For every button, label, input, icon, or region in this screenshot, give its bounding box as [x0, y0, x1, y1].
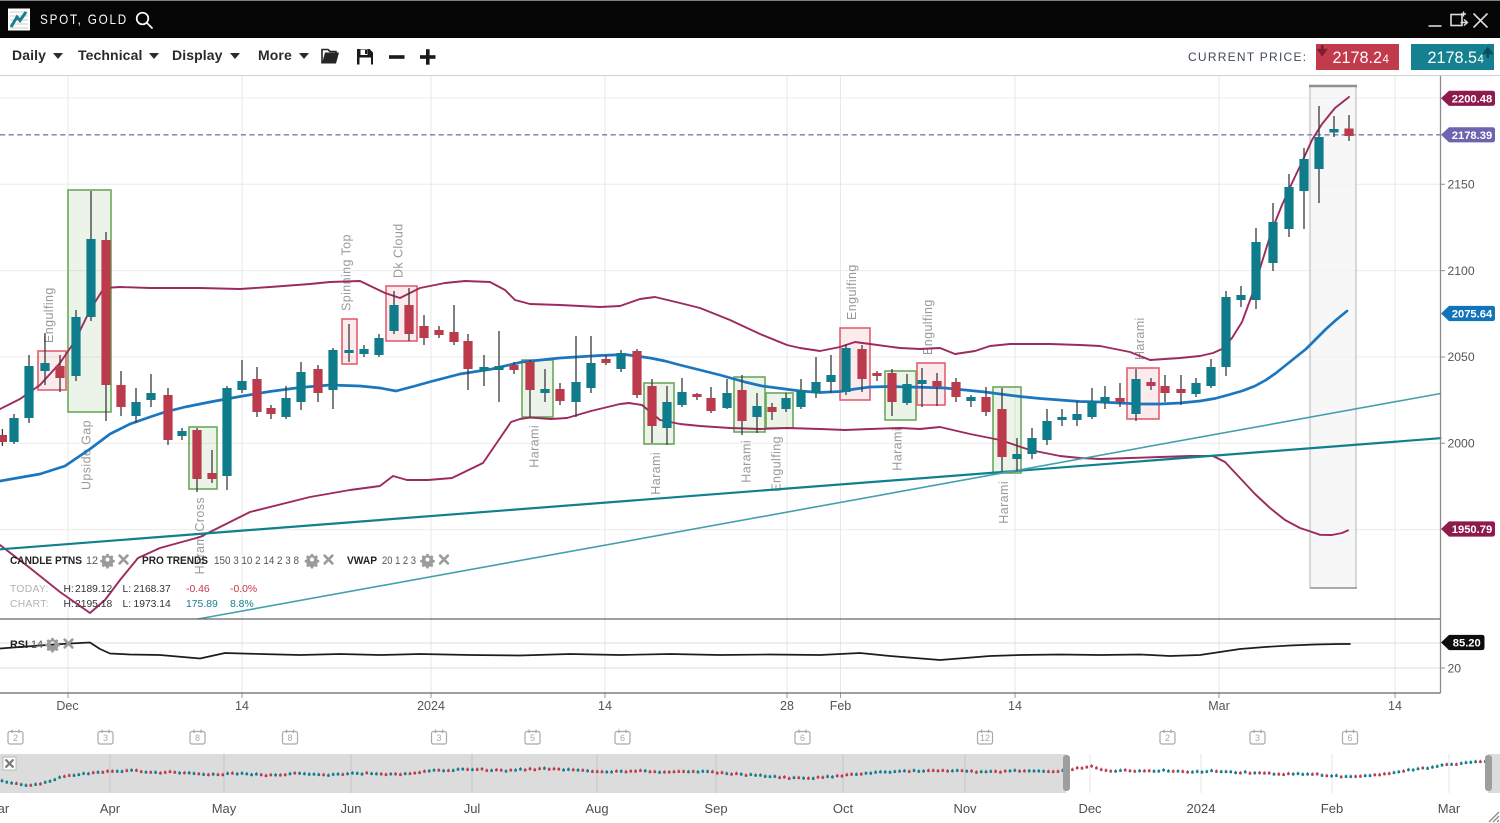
svg-text:Upside Gap: Upside Gap	[80, 420, 94, 490]
svg-text:2200.48: 2200.48	[1452, 93, 1492, 105]
svg-text:PRO TRENDS: PRO TRENDS	[142, 555, 208, 567]
svg-text:L:: L:	[123, 599, 132, 610]
svg-text:Mar: Mar	[0, 801, 10, 816]
svg-text:8: 8	[195, 733, 200, 743]
svg-text:14: 14	[31, 639, 43, 651]
svg-text:-0.0%: -0.0%	[230, 584, 257, 595]
svg-text:Harami: Harami	[528, 425, 542, 468]
svg-text:1973.14: 1973.14	[134, 599, 171, 610]
svg-text:2024: 2024	[1187, 801, 1216, 816]
svg-text:2000: 2000	[1448, 437, 1475, 451]
svg-text:Harami: Harami	[997, 481, 1011, 524]
svg-text:6: 6	[1347, 733, 1352, 743]
svg-text:6: 6	[620, 733, 625, 743]
svg-text:L:: L:	[123, 584, 132, 595]
svg-text:4: 4	[1478, 54, 1485, 66]
svg-text:8.8%: 8.8%	[230, 599, 254, 610]
svg-text:Apr: Apr	[100, 801, 121, 816]
svg-text:150 3 10 2 14 2 3 8: 150 3 10 2 14 2 3 8	[214, 555, 299, 567]
svg-text:8: 8	[287, 733, 292, 743]
svg-text:12: 12	[980, 733, 990, 743]
svg-text:H:: H:	[64, 599, 74, 610]
svg-text:Nov: Nov	[953, 801, 977, 816]
svg-text:Engulfing: Engulfing	[845, 264, 859, 320]
svg-text:85.20: 85.20	[1453, 638, 1481, 650]
svg-text:20: 20	[1448, 661, 1462, 675]
svg-text:2168.37: 2168.37	[134, 584, 171, 595]
svg-text:2178.5: 2178.5	[1427, 49, 1477, 67]
svg-text:20 1 2 3: 20 1 2 3	[382, 555, 416, 567]
svg-text:2050: 2050	[1448, 350, 1475, 364]
svg-text:Dec: Dec	[1078, 801, 1102, 816]
svg-text:SPOT, GOLD: SPOT, GOLD	[40, 12, 128, 27]
svg-text:Jul: Jul	[464, 801, 481, 816]
svg-text:CHART:: CHART:	[10, 599, 49, 610]
svg-text:Engulfing: Engulfing	[921, 299, 935, 355]
svg-text:175.89: 175.89	[186, 599, 218, 610]
svg-text:Feb: Feb	[1321, 801, 1343, 816]
svg-text:Harami: Harami	[740, 440, 754, 483]
svg-text:H:: H:	[64, 584, 74, 595]
svg-text:2195.18: 2195.18	[75, 599, 112, 610]
svg-text:Sep: Sep	[704, 801, 727, 816]
svg-text:2178.2: 2178.2	[1332, 49, 1382, 67]
svg-text:Engulfing: Engulfing	[42, 287, 56, 343]
svg-text:VWAP: VWAP	[347, 555, 377, 567]
svg-text:Harami: Harami	[891, 428, 905, 471]
svg-text:5: 5	[530, 733, 535, 743]
svg-text:Dk Cloud: Dk Cloud	[392, 223, 406, 278]
svg-text:Jun: Jun	[341, 801, 362, 816]
svg-text:HaramiCross: HaramiCross	[193, 497, 207, 574]
svg-text:28: 28	[780, 699, 794, 713]
svg-text:May: May	[212, 801, 237, 816]
svg-text:Feb: Feb	[830, 699, 852, 713]
svg-text:Dec: Dec	[56, 699, 78, 713]
svg-text:Harami: Harami	[1133, 317, 1147, 360]
svg-text:Aug: Aug	[585, 801, 608, 816]
svg-text:2189.12: 2189.12	[75, 584, 112, 595]
svg-text:CANDLE PTNS: CANDLE PTNS	[10, 555, 82, 567]
svg-text:Mar: Mar	[1438, 801, 1461, 816]
svg-text:14: 14	[235, 699, 249, 713]
svg-text:4: 4	[1383, 54, 1390, 66]
svg-text:14: 14	[1388, 699, 1402, 713]
svg-text:14: 14	[598, 699, 612, 713]
svg-text:RSI: RSI	[10, 639, 28, 651]
svg-text:2: 2	[13, 733, 18, 743]
svg-text:1950.79: 1950.79	[1452, 524, 1492, 536]
svg-text:6: 6	[800, 733, 805, 743]
svg-text:3: 3	[436, 733, 441, 743]
svg-text:12: 12	[86, 555, 98, 567]
svg-text:TODAY:: TODAY:	[10, 584, 49, 595]
svg-text:14: 14	[1008, 699, 1022, 713]
svg-text:Mar: Mar	[1208, 699, 1230, 713]
svg-text:3: 3	[1255, 733, 1260, 743]
svg-text:2: 2	[1165, 733, 1170, 743]
svg-text:Oct: Oct	[833, 801, 854, 816]
svg-text:2024: 2024	[417, 699, 445, 713]
svg-text:-0.46: -0.46	[186, 584, 210, 595]
svg-text:Harami: Harami	[649, 452, 663, 495]
svg-text:2075.64: 2075.64	[1452, 309, 1493, 321]
svg-text:2150: 2150	[1448, 178, 1475, 192]
svg-text:2100: 2100	[1448, 264, 1475, 278]
svg-text:Spinning Top: Spinning Top	[340, 234, 354, 311]
svg-text:3: 3	[103, 733, 108, 743]
svg-text:Engulfing: Engulfing	[770, 436, 784, 492]
svg-text:2178.39: 2178.39	[1452, 130, 1492, 142]
